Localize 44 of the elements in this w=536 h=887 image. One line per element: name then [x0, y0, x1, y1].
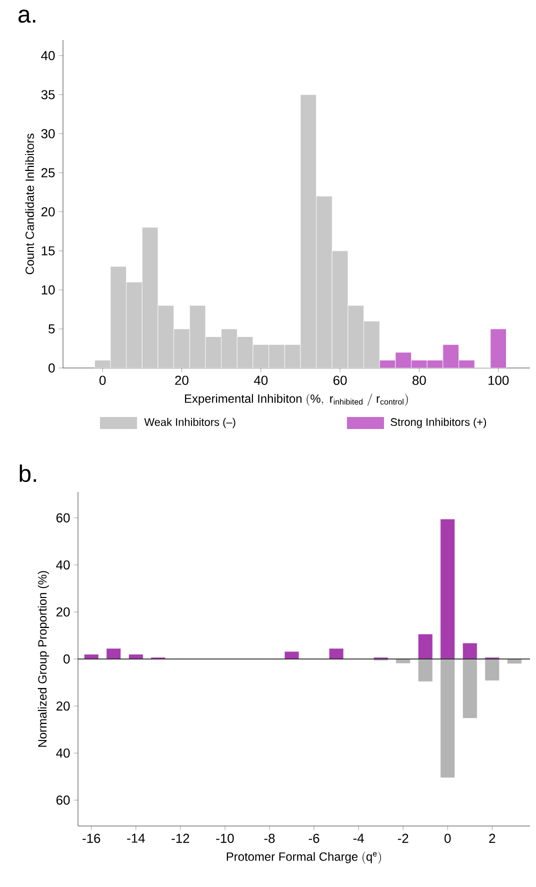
y-tick-label: 5: [48, 324, 55, 334]
x-tick-label: 60: [333, 376, 347, 385]
y-axis-title: Count Candidate Inhibitors: [25, 134, 34, 274]
x-tick-label: -10: [216, 834, 234, 843]
y-tick-label: 20: [56, 607, 70, 617]
x-tick-label: -12: [172, 834, 190, 843]
x-tick-label: -4: [353, 834, 364, 843]
y-tick-label: 40: [56, 560, 70, 570]
y-tick-label: 60: [56, 796, 70, 805]
bar: [284, 651, 300, 660]
chart-title: b.: [20, 464, 36, 482]
y-tick-label: 30: [41, 129, 55, 138]
y-tick-label: 20: [41, 207, 55, 216]
x-tick-label: -14: [127, 834, 145, 843]
bar: [106, 648, 122, 660]
x-tick-label: 0: [99, 376, 106, 385]
x-tick-label: 20: [175, 376, 188, 385]
y-tick-label: 10: [42, 285, 55, 294]
bar: [328, 648, 344, 660]
y-tick-label: 0: [64, 654, 70, 664]
bar: [484, 658, 500, 681]
x-tick-label: -2: [398, 834, 408, 843]
x-tick-label: 100: [488, 376, 509, 385]
chart-title: a.: [18, 10, 36, 23]
legend-label: Strong Inhibitors (+): [390, 418, 486, 428]
y-tick-label: 25: [41, 168, 55, 178]
x-axis-title: $\mathrm{Experimental\ Inhibiton\ (\%,\ r_{inhibited}\ /\ r_{control})}$: [184, 394, 408, 406]
x-tick-label: 0: [444, 834, 451, 843]
y-tick-label: 20: [56, 701, 70, 711]
y-tick-label: 35: [41, 90, 55, 100]
y-tick-label: 60: [56, 513, 70, 522]
x-tick-label: 40: [254, 376, 268, 385]
y-tick-label: 40: [56, 748, 70, 758]
y-tick-label: 15: [42, 246, 55, 256]
x-tick-label: -8: [264, 834, 275, 843]
legend-label: Weak Inhibitors (–): [144, 418, 236, 428]
y-tick-label: 0: [48, 363, 55, 373]
y-axis-title: Normalized Group Proportion (%): [38, 571, 49, 747]
x-tick-label: 80: [412, 376, 426, 385]
x-tick-label: 2: [489, 834, 496, 843]
x-axis-title: $\mathrm{Protomer\ Formal\ Charge\ (q^{e})}$: [226, 852, 381, 864]
x-tick-label: -6: [308, 834, 320, 843]
y-tick-label: 40: [41, 51, 55, 60]
x-tick-label: -16: [82, 834, 100, 843]
